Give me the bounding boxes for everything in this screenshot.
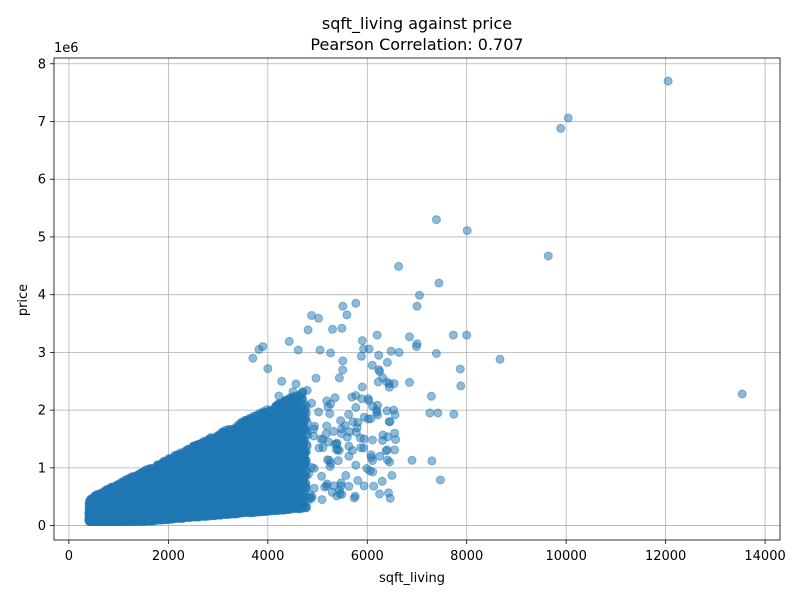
scatter-points: [84, 76, 747, 526]
